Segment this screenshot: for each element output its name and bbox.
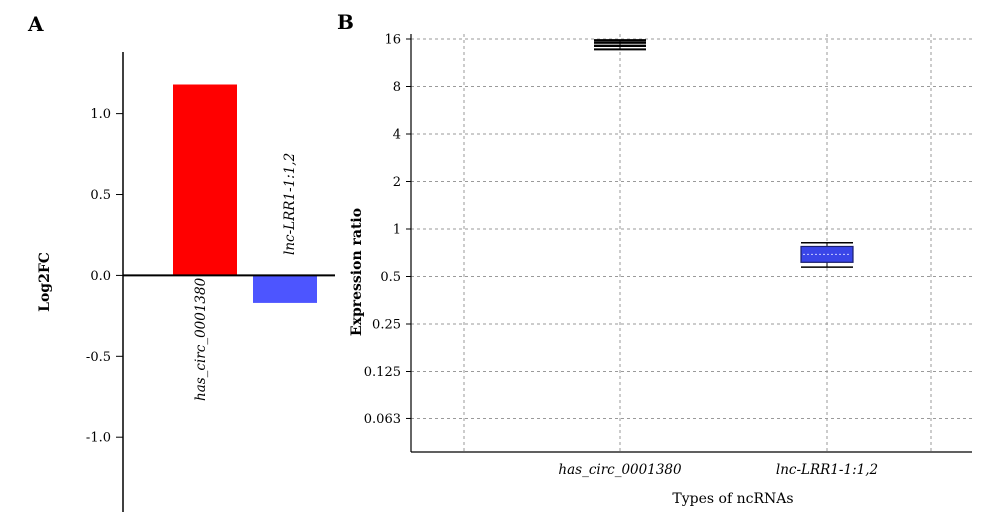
panel-b-tick-label: 0.25 [372, 318, 401, 333]
panel-b-tick-label: 16 [384, 33, 401, 48]
panel-b-grid [411, 34, 972, 452]
panel-b-x-axis-title: Types of ncRNAs [672, 491, 793, 507]
panel-b-tick-label: 2 [393, 175, 401, 190]
panel-a-category-label: has_circ_0001380 [193, 277, 209, 401]
panel-b-tick-label: 0.125 [364, 365, 401, 380]
panel-b-category-label: has_circ_0001380 [558, 462, 682, 478]
panel-b-box-chart: B 16 8 4 2 1 0.5 0.25 0.125 0.063 has_circ_00013… [337, 10, 972, 507]
panel-b-tick-label: 4 [393, 128, 401, 143]
panel-b-letter: B [337, 10, 354, 34]
panel-a-bar [253, 275, 317, 303]
panel-b-tick-label: 0.063 [364, 412, 401, 427]
panel-b-boxes [594, 39, 854, 268]
panel-b-tick-label: 8 [393, 80, 401, 95]
panel-a-y-axis-title: Log2FC [37, 252, 53, 312]
panel-a-tick-label: 1.0 [90, 107, 111, 122]
panel-b-category-label: lnc-LRR1-1:1,2 [776, 462, 878, 478]
panel-a-bar-chart: A 1.0 0.5 0.0 -0.5 -1.0 has_circ_0001380 lnc-… [27, 12, 335, 512]
panel-b-y-axis-title: Expression ratio [349, 208, 365, 336]
panel-a-tick-label: 0.0 [90, 269, 111, 284]
panel-a-category-labels: has_circ_0001380 lnc-LRR1-1:1,2 [193, 153, 298, 401]
panel-a-tick-label: 0.5 [90, 188, 111, 203]
panel-a-bars [173, 84, 317, 303]
panel-b-category-labels: has_circ_0001380 lnc-LRR1-1:1,2 [558, 462, 878, 478]
panel-a-y-ticks: 1.0 0.5 0.0 -0.5 -1.0 [86, 107, 123, 446]
panel-a-letter: A [27, 12, 44, 36]
panel-a-category-label: lnc-LRR1-1:1,2 [282, 153, 298, 255]
panel-a-tick-label: -0.5 [86, 350, 111, 365]
panel-b-tick-label: 0.5 [380, 270, 401, 285]
panel-b-y-ticks: 16 8 4 2 1 0.5 0.25 0.125 0.063 [364, 33, 411, 427]
panel-a-bar [173, 84, 237, 276]
panel-b-tick-label: 1 [393, 223, 401, 238]
panel-a-tick-label: -1.0 [86, 431, 111, 446]
